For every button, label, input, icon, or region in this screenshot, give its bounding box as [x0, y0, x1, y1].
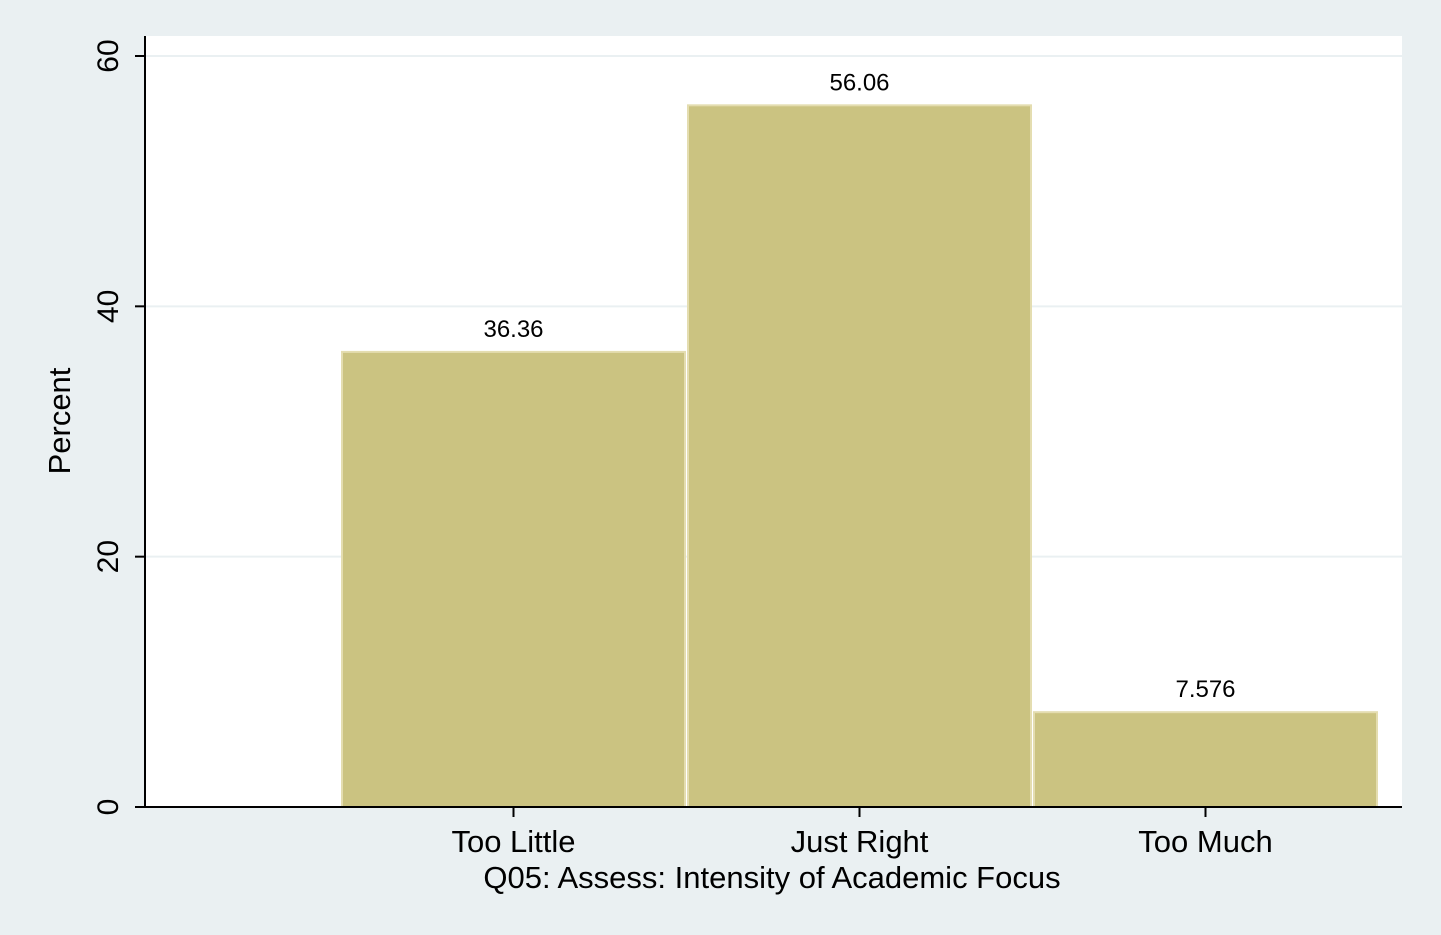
axes	[135, 36, 1402, 817]
bar	[341, 350, 686, 808]
x-tick-label: Too Little	[451, 824, 575, 859]
y-tick-label: 60	[92, 39, 125, 72]
bar-value-label: 56.06	[829, 69, 889, 96]
y-tick-label: 20	[92, 540, 125, 573]
x-tick-label: Too Much	[1138, 824, 1272, 859]
labels: 36.36 56.06 7.576 0 20 40 60 Too Little Just Rig…	[92, 39, 1273, 859]
x-tick-label: Just Right	[791, 824, 929, 859]
bars	[341, 104, 1378, 808]
y-tick-label: 0	[92, 799, 125, 816]
bar	[1033, 711, 1378, 808]
x-axis-title: Q05: Assess: Intensity of Academic Focus	[483, 860, 1060, 895]
bar-value-label: 7.576	[1175, 676, 1235, 703]
bar	[687, 104, 1032, 808]
bar-value-label: 36.36	[483, 316, 543, 343]
y-axis-title: Percent	[42, 367, 77, 474]
y-tick-label: 40	[92, 290, 125, 323]
